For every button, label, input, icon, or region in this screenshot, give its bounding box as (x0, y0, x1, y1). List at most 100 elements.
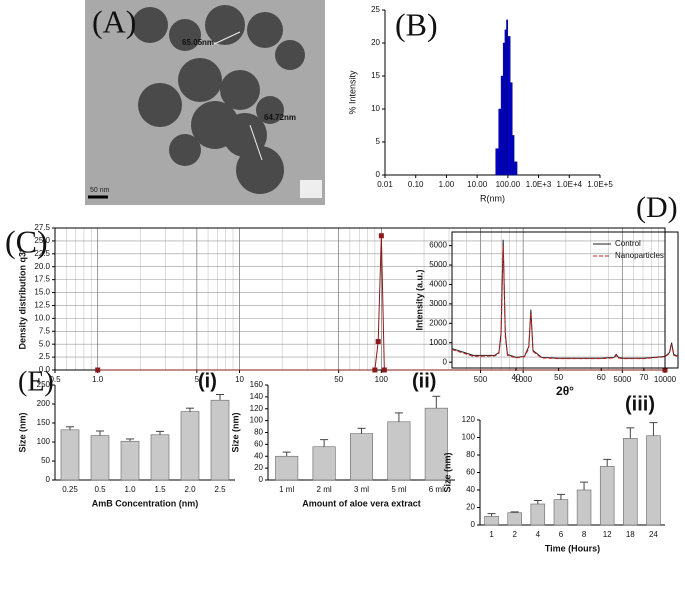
x-tick-label: 1.0 (124, 485, 136, 494)
panel-label: (E) (18, 366, 54, 397)
plot-frame (451, 231, 679, 369)
x-tick-label: 12 (603, 530, 612, 539)
panel-tag: (i) (198, 370, 217, 392)
measure-line (249, 124, 263, 161)
x-tick-label: 60 (597, 373, 606, 382)
x-tick-label: 0.5 (49, 375, 61, 384)
y-tick-label: 6000 (429, 241, 447, 250)
x-axis-title: Amount of aloe vera extract (302, 498, 421, 508)
scale-bar-label: 50 nm (90, 187, 110, 194)
bar (623, 438, 638, 526)
x-axis-title: 2θ° (556, 384, 574, 398)
x-axis-title: AmB Concentration (nm) (92, 498, 199, 508)
x-tick-label: 2 ml (317, 485, 332, 494)
bar (210, 399, 230, 481)
bar (120, 440, 140, 481)
x-axis-title: Time (Hours) (545, 543, 600, 553)
x-tick-label: 100.00 (496, 180, 521, 189)
image-background (85, 0, 325, 205)
y-axis-title: Intensity (a.u.) (414, 269, 424, 330)
x-tick-label: 2 (512, 530, 517, 539)
point-marker (662, 367, 668, 373)
series-line (451, 245, 679, 360)
x-tick-label: 1.0E+3 (526, 180, 552, 189)
x-tick-label: 10.00 (467, 180, 488, 189)
y-tick-label: 10.0 (34, 313, 50, 322)
x-tick-label: 2.0 (184, 485, 196, 494)
x-tick-label: 24 (649, 530, 658, 539)
y-tick-label: 200 (37, 399, 51, 408)
y-axis-title: Size (nm) (230, 412, 240, 452)
x-tick-label: 1.0 (92, 375, 104, 384)
bar (553, 499, 569, 526)
x-tick-label: 1000 (514, 375, 532, 384)
x-tick-label: 50 (334, 375, 343, 384)
x-axis-title: R(nm) (480, 193, 505, 203)
x-tick-label: 6 (559, 530, 564, 539)
bar (387, 421, 411, 481)
y-tick-label: 50 (41, 456, 50, 465)
x-tick-label: 1 ml (279, 485, 294, 494)
y-tick-label: 100 (462, 433, 476, 442)
bar (507, 512, 522, 526)
histogram-bar (512, 135, 515, 176)
y-tick-label: 80 (466, 450, 475, 459)
series-line (451, 239, 679, 359)
legend-label: Nanoparticles (615, 251, 664, 260)
y-tick-label: 20 (254, 463, 263, 472)
y-tick-label: 5 (376, 137, 381, 146)
x-tick-label: 18 (626, 530, 635, 539)
histogram-bar (502, 42, 506, 176)
measure-line (211, 31, 241, 46)
histogram-bar (506, 19, 509, 176)
bar (312, 446, 336, 481)
histogram-bar (510, 82, 513, 176)
y-tick-label: 140 (250, 392, 264, 401)
legend-label: Control (615, 239, 641, 248)
y-tick-label: 120 (462, 415, 476, 424)
x-tick-label: 0.01 (377, 180, 393, 189)
y-tick-label: 7.5 (39, 326, 51, 335)
point-marker (375, 339, 381, 345)
y-tick-label: 120 (250, 404, 264, 413)
y-tick-label: 250 (37, 380, 51, 389)
bar (60, 429, 80, 481)
y-tick-label: 12.5 (34, 301, 50, 310)
y-tick-label: 0 (443, 357, 448, 366)
x-tick-label: 1.0E+4 (556, 180, 582, 189)
bar (646, 435, 661, 526)
y-tick-label: 0 (376, 170, 381, 179)
x-tick-label: 5 ml (391, 485, 406, 494)
histogram-bar (498, 108, 502, 176)
bar (150, 434, 170, 481)
y-tick-label: 2000 (429, 318, 447, 327)
y-tick-label: 22.5 (34, 249, 50, 258)
x-tick-label: 0.5 (94, 485, 106, 494)
bar (349, 433, 374, 481)
bar (90, 435, 110, 481)
point-marker (378, 233, 384, 239)
series-line (97, 235, 665, 371)
y-tick-label: 25.0 (34, 236, 50, 245)
y-tick-label: 25 (371, 5, 380, 14)
x-tick-label: 2.5 (214, 485, 226, 494)
plot-frame (54, 227, 666, 371)
bar (599, 466, 615, 526)
x-tick-label: 1 (489, 530, 494, 539)
x-tick-label: 500 (474, 375, 488, 384)
y-tick-label: 1000 (429, 338, 447, 347)
bar (275, 455, 299, 481)
y-tick-label: 40 (466, 485, 475, 494)
y-tick-label: 20.0 (34, 262, 50, 271)
x-tick-label: 5000 (613, 375, 631, 384)
y-tick-label: 100 (250, 416, 264, 425)
y-tick-label: 150 (37, 418, 51, 427)
y-tick-label: 0 (46, 475, 51, 484)
tem-image: 50 nm 65.05nm 64.72nm (A) (85, 0, 325, 205)
y-tick-label: 15.0 (34, 288, 50, 297)
histogram-bar (513, 161, 518, 176)
x-tick-label: 4 (536, 530, 541, 539)
x-tick-label: 5 (195, 375, 200, 384)
panel-label: (D) (636, 191, 678, 224)
